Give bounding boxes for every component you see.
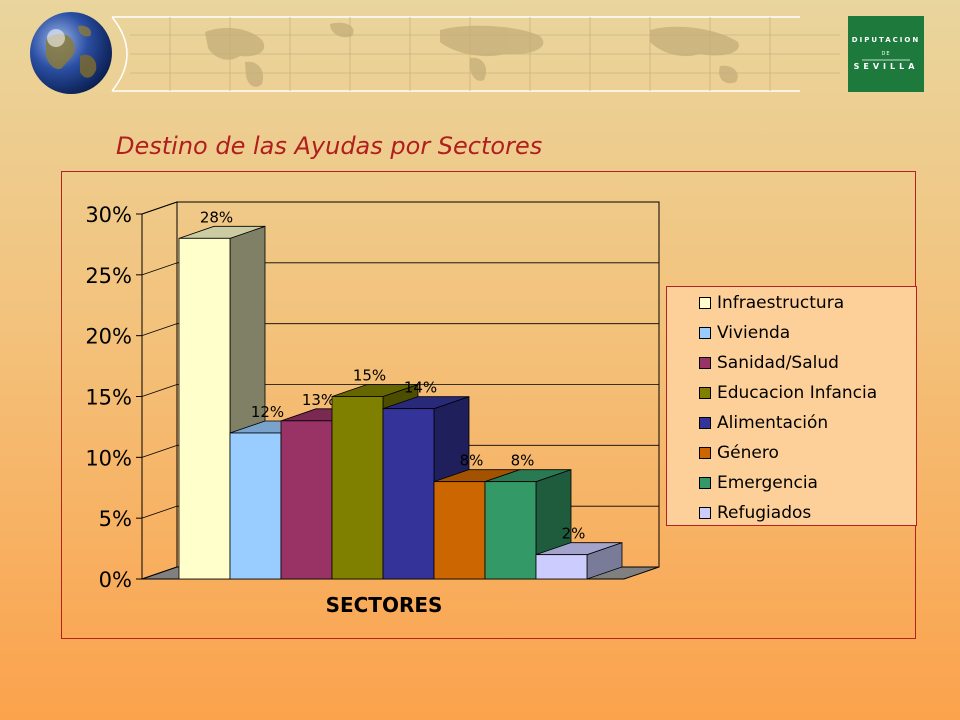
legend-item: Vivienda (699, 321, 790, 345)
gridline-depth (141, 444, 178, 458)
legend-label: Emergencia (717, 473, 818, 493)
legend-swatch (699, 417, 711, 429)
y-tick-label: 30% (85, 203, 132, 227)
legend-item: Emergencia (699, 471, 818, 495)
legend-swatch (699, 477, 711, 489)
gridline-depth (141, 384, 178, 397)
legend-label: Refugiados (717, 503, 812, 523)
legend-item: Infraestructura (699, 291, 844, 315)
data-label: 15% (353, 367, 386, 385)
header-band (111, 16, 840, 92)
logo-text-bottom: SEVILLA (853, 62, 919, 71)
data-label: 14% (404, 379, 437, 397)
legend-label: Educacion Infancia (717, 383, 878, 403)
bar (178, 237, 231, 580)
legend-label: Género (717, 443, 779, 463)
bar-chart: 0% 5% 10% 15% 20% 25% 30% 28% 12% 13% 15% 14% 8% 8% 2%… (85, 201, 660, 617)
logo-text-top: DIPUTACION (851, 36, 921, 44)
bar (484, 481, 537, 580)
data-label: 12% (251, 403, 284, 421)
y-tick-label: 15% (85, 386, 132, 410)
x-axis-title: SECTORES (326, 593, 443, 617)
bar (433, 481, 486, 580)
legend-swatch (699, 327, 711, 339)
legend-item: Género (699, 441, 779, 465)
y-tick-label: 5% (99, 507, 132, 531)
data-label: 28% (200, 208, 233, 226)
gridline-depth (141, 201, 178, 215)
logo-text-middle: DE (881, 51, 891, 57)
data-label: 2% (562, 525, 586, 543)
gridline-depth (141, 262, 178, 276)
legend-label: Alimentación (717, 413, 829, 433)
legend-item: Educacion Infancia (699, 381, 877, 405)
legend-item: Refugiados (699, 501, 811, 525)
legend-swatch (699, 297, 711, 309)
legend-swatch (699, 387, 711, 399)
diputacion-sevilla-logo: DIPUTACION DE SEVILLA (848, 16, 924, 92)
bar (280, 420, 333, 580)
gridline-depth (141, 505, 178, 519)
legend-item: Sanidad/Salud (699, 351, 839, 375)
legend-item: Alimentación (699, 411, 828, 435)
legend-swatch (699, 357, 711, 369)
data-label: 13% (302, 391, 335, 409)
data-label: 8% (511, 452, 535, 470)
bar (331, 396, 384, 580)
bar (229, 432, 282, 580)
legend-label: Vivienda (717, 323, 791, 343)
y-tick-label: 10% (85, 446, 132, 470)
chart-frame: 0% 5% 10% 15% 20% 25% 30% 28% 12% 13% 15% 14% 8% 8% 2%… (61, 171, 916, 639)
gridline-depth (141, 323, 178, 337)
bar (535, 554, 588, 580)
data-label: 8% (460, 452, 484, 470)
chart-legend: Infraestructura Vivienda Sanidad/Salud Educ… (666, 286, 917, 526)
globe-icon (30, 12, 112, 94)
legend-label: Infraestructura (717, 293, 845, 313)
bar (382, 408, 435, 580)
legend-swatch (699, 507, 711, 519)
slide-title: Destino de las Ayudas por Sectores (116, 132, 543, 160)
y-tick-label: 20% (85, 325, 132, 349)
legend-label: Sanidad/Salud (717, 353, 839, 373)
legend-swatch (699, 447, 711, 459)
y-tick-label: 25% (85, 264, 132, 288)
y-tick-label: 0% (99, 568, 132, 592)
